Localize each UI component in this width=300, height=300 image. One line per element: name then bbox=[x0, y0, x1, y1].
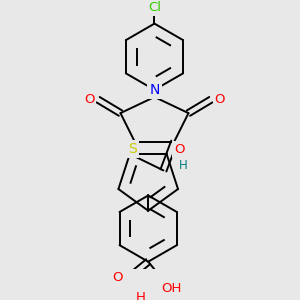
Text: O: O bbox=[214, 93, 225, 106]
Text: O: O bbox=[112, 271, 123, 284]
Text: O: O bbox=[84, 93, 94, 106]
Text: S: S bbox=[129, 142, 137, 156]
Text: H: H bbox=[136, 291, 146, 300]
Text: OH: OH bbox=[161, 282, 182, 295]
Text: Cl: Cl bbox=[148, 1, 161, 14]
Text: N: N bbox=[149, 83, 160, 97]
Text: O: O bbox=[174, 143, 184, 156]
Text: H: H bbox=[179, 159, 188, 172]
